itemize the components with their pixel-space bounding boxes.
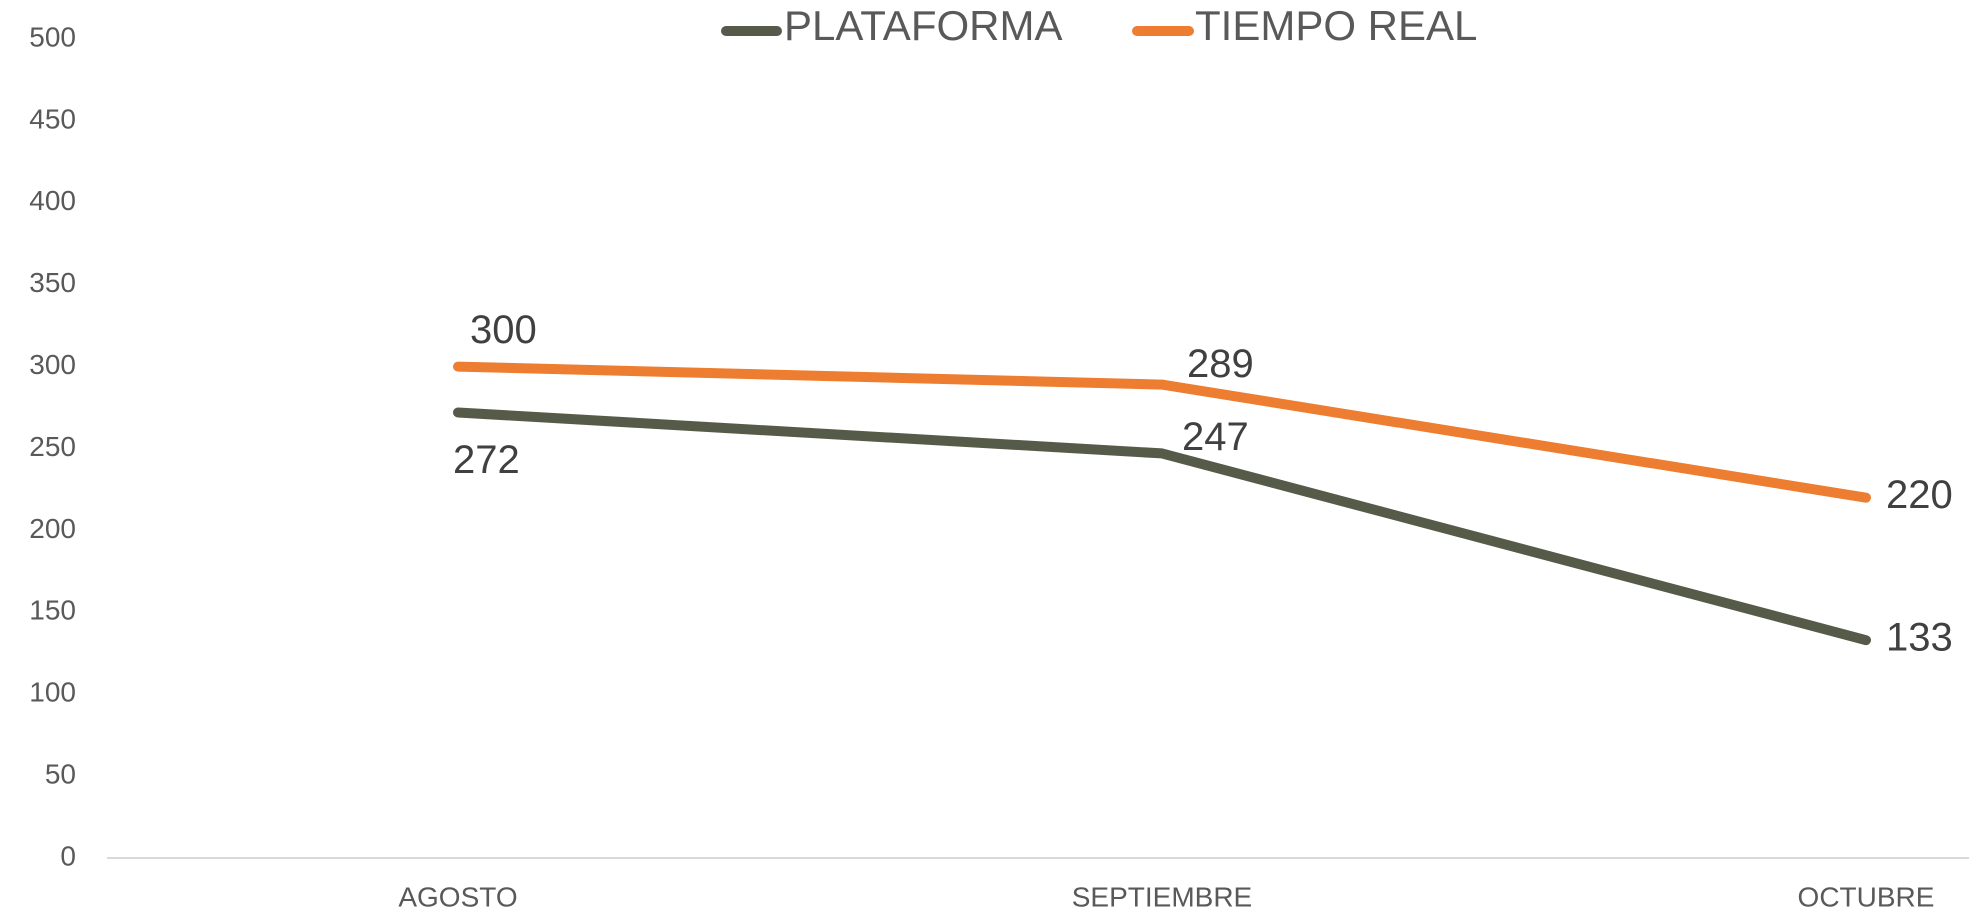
data-label: 247 — [1182, 415, 1249, 459]
y-tick-label: 50 — [45, 758, 76, 789]
x-tick-label: OCTUBRE — [1798, 881, 1935, 912]
data-label: 289 — [1187, 342, 1254, 386]
y-tick-label: 400 — [29, 185, 76, 216]
y-tick-label: 250 — [29, 431, 76, 462]
data-label: 220 — [1886, 473, 1953, 517]
y-tick-label: 100 — [29, 677, 76, 708]
x-tick-label: AGOSTO — [398, 881, 517, 912]
y-tick-label: 0 — [60, 840, 76, 871]
legend-label: PLATAFORMA — [784, 2, 1062, 49]
data-label: 133 — [1886, 616, 1953, 660]
y-tick-label: 200 — [29, 513, 76, 544]
series-line — [453, 361, 1871, 503]
data-label: 300 — [470, 308, 537, 352]
y-tick-label: 500 — [29, 21, 76, 52]
legend-label: TIEMPO REAL — [1195, 2, 1477, 49]
y-tick-label: 150 — [29, 595, 76, 626]
data-label: 272 — [453, 438, 520, 482]
series-line — [453, 407, 1871, 646]
y-tick-label: 450 — [29, 103, 76, 134]
y-tick-label: 300 — [29, 349, 76, 380]
x-tick-label: SEPTIEMBRE — [1072, 881, 1252, 912]
y-tick-label: 350 — [29, 267, 76, 298]
